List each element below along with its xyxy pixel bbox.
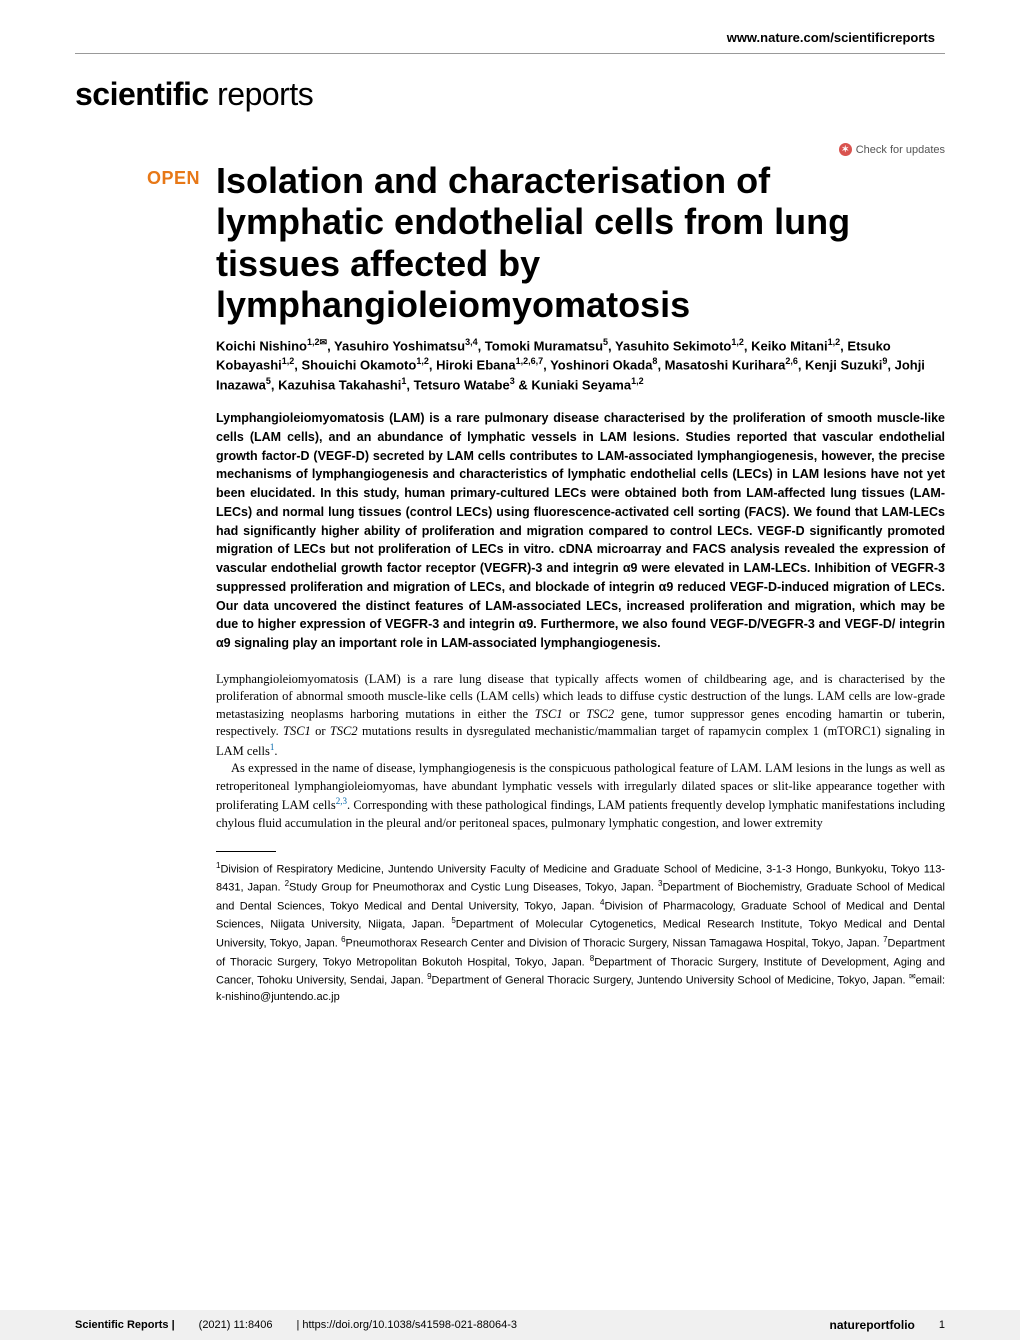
journal-logo-light: reports [209, 76, 313, 112]
body-paragraph-2: As expressed in the name of disease, lym… [216, 760, 945, 832]
check-updates-icon: ✶ [839, 143, 852, 156]
header-rule [75, 53, 945, 54]
publisher-logo: natureportfolio [830, 1318, 915, 1332]
author-list: Koichi Nishino1,2✉, Yasuhiro Yoshimatsu3… [216, 336, 945, 395]
footer-right: natureportfolio 1 [830, 1318, 945, 1332]
right-column: Isolation and characterisation of lympha… [216, 160, 945, 1006]
content-row: OPEN Isolation and characterisation of l… [75, 160, 945, 1006]
footer-journal: Scientific Reports | [75, 1319, 175, 1331]
affiliations: 1Division of Respiratory Medicine, Junte… [216, 860, 945, 1006]
article-title: Isolation and characterisation of lympha… [216, 160, 945, 326]
footer-citation: (2021) 11:8406 [199, 1319, 273, 1331]
check-updates-label: Check for updates [856, 144, 945, 156]
header-url: www.nature.com/scientificreports [75, 30, 945, 45]
check-updates-link[interactable]: ✶ Check for updates [75, 143, 945, 156]
body-paragraph-1: Lymphangioleiomyomatosis (LAM) is a rare… [216, 671, 945, 761]
page-footer: Scientific Reports | (2021) 11:8406 | ht… [0, 1310, 1020, 1340]
abstract: Lymphangioleiomyomatosis (LAM) is a rare… [216, 409, 945, 653]
left-column: OPEN [75, 160, 200, 1006]
body-text: Lymphangioleiomyomatosis (LAM) is a rare… [216, 671, 945, 833]
journal-logo: scientific reports [75, 76, 945, 113]
page-number: 1 [939, 1319, 945, 1331]
footer-doi: | https://doi.org/10.1038/s41598-021-880… [296, 1319, 517, 1331]
affiliation-rule [216, 851, 276, 852]
journal-logo-bold: scientific [75, 76, 209, 112]
open-access-badge: OPEN [75, 160, 200, 189]
footer-left: Scientific Reports | (2021) 11:8406 | ht… [75, 1319, 517, 1331]
